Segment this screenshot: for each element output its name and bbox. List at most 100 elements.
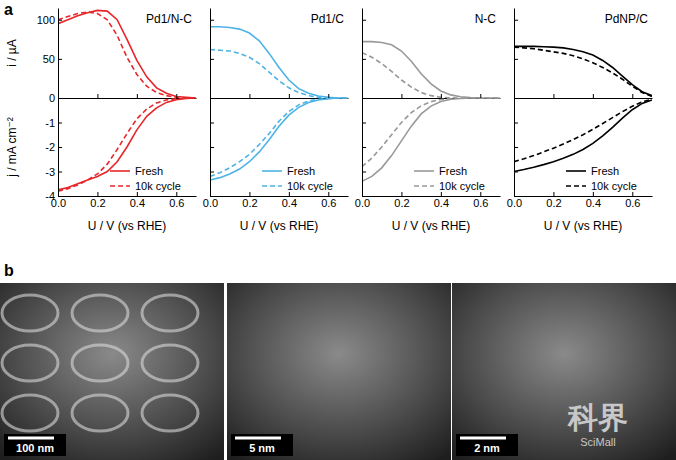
legend-swatch [110,185,130,187]
texture [142,345,198,381]
watermark: SciMall [580,436,615,448]
tick-label: -1 [45,117,55,129]
tick [514,147,518,148]
tick [632,94,633,98]
axis: 0.00.20.40.6 [51,192,197,209]
data-line [210,27,348,98]
axis-title: U / V (vs RHE) [240,219,319,233]
tick [137,94,138,98]
tick-mark [401,94,402,98]
axis [211,94,349,99]
panel-title: N-C [475,12,497,26]
tick-mark [514,59,518,60]
legend-label: 10k cycle [287,180,333,192]
legend-swatch [262,170,282,172]
tick-label: 0.6 [473,197,488,209]
legend: Fresh10k cycle [262,165,333,192]
axis: 0.0 0.2 0.4 0.6 [355,192,501,209]
tick [514,123,518,124]
tick-mark [176,94,177,98]
tick [514,20,518,21]
watermark: 科界 [567,401,628,434]
tick-mark [289,192,290,196]
tick-mark [328,192,329,196]
panel-title: Pd1/N-C [146,12,192,26]
tick-mark [97,192,98,196]
tick-mark [593,94,594,98]
tick [210,172,214,173]
tick: 0.4 [282,192,297,209]
tick-label: -2 [45,141,55,153]
tick [210,123,214,124]
texture [2,295,198,431]
tick-mark [362,172,366,173]
data-line [58,98,196,190]
plot-area [362,98,500,181]
legend-swatch [414,185,434,187]
axis: 0.00.20.40.6 [203,192,349,209]
tick [401,94,402,98]
axis [515,94,653,99]
tick [553,94,554,98]
plot-area [362,42,500,98]
tick [362,59,366,60]
data-line [210,49,348,98]
micrograph [0,283,224,460]
tick-mark [210,20,214,21]
texture [142,295,198,331]
tick: -1 [45,117,62,129]
tick-label: 0.6 [625,197,640,209]
data-line [362,53,500,98]
tick-mark [210,123,214,124]
tick: 0 [49,92,62,104]
tick: 0.4 [434,192,449,209]
tick [210,196,214,197]
legend-swatch [566,185,586,187]
tick: 100 [37,14,62,26]
tick [514,196,518,197]
tick: 0.2 [394,192,409,209]
data-line [210,98,348,180]
tick-label: 0.2 [546,197,561,209]
tick-mark [97,94,98,98]
tick-mark [480,94,481,98]
tick-mark [632,94,633,98]
legend-label: 10k cycle [439,180,485,192]
micrograph [452,283,676,460]
tick-mark [401,192,402,196]
tick [514,59,518,60]
tick-mark [328,94,329,98]
tick: 0.6 [473,192,488,209]
tick-mark [362,123,366,124]
tick [480,94,481,98]
tick-mark [210,196,214,197]
tick-mark [58,59,62,60]
tick-mark [514,123,518,124]
axis-title: U / V (vs RHE) [88,219,167,233]
axis: -4-3-2-1 [45,99,62,203]
tick-mark [553,192,554,196]
legend-label: Fresh [591,165,619,177]
tick [362,147,366,148]
tick [362,123,366,124]
tick [362,20,366,21]
tick-mark [480,192,481,196]
data-line [58,10,196,98]
data-line [514,99,652,161]
tick-mark [58,172,62,173]
tick-mark [514,196,518,197]
legend-label: 10k cycle [135,180,181,192]
texture [2,345,58,381]
tick-label: 0.0 [355,197,370,209]
tick-mark [58,147,62,148]
tick: 50 [43,53,62,65]
legend-label: Fresh [135,165,163,177]
tick-mark [514,20,518,21]
tick-label: 0 [49,92,55,104]
legend-swatch [566,170,586,172]
tick: -4 [45,190,62,202]
axis-line [362,9,363,99]
tick-mark [362,20,366,21]
tick-mark [137,94,138,98]
tick [593,94,594,98]
